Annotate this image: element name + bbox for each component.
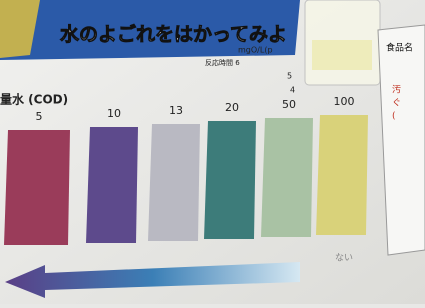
swatch-label: 5: [36, 110, 43, 123]
scale-label: 量水 (COD): [0, 92, 68, 107]
swatch: [148, 124, 200, 241]
side-line: 汚: [392, 84, 401, 96]
note: 5: [287, 72, 292, 81]
swatch-label: 50: [282, 98, 296, 111]
swatch-label: 13: [169, 104, 183, 117]
reaction-time: 反応時間 6: [205, 58, 240, 67]
swatch-label: 100: [334, 95, 355, 108]
swatch: [316, 115, 368, 235]
side-line: (: [392, 112, 396, 122]
side-heading: 食品名: [386, 42, 413, 54]
photo: 水のよごれをはかってみよ mgO/L(p 反応時間 6 5 4 食品名 汚 ぐ …: [0, 0, 425, 304]
title: 水のよごれをはかってみよ: [60, 23, 287, 46]
swatch: [204, 121, 256, 239]
note: ない: [335, 253, 353, 264]
swatch: [261, 118, 313, 237]
side-line: ぐ: [392, 99, 401, 109]
vial-liquid: [312, 40, 372, 70]
swatch-label: 10: [107, 107, 121, 120]
note: 4: [290, 86, 295, 95]
swatch: [4, 130, 70, 245]
unit: mgO/L(p: [238, 46, 273, 55]
swatch-label: 20: [225, 101, 239, 114]
swatch: [86, 127, 138, 243]
